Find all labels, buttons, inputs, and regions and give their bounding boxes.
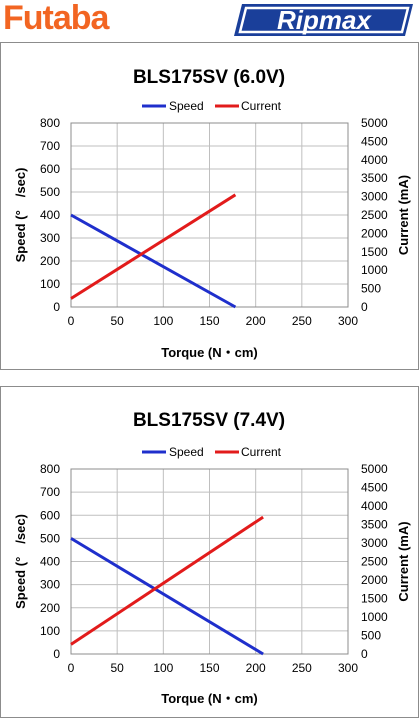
y2-tick-label: 1500 [361, 245, 388, 259]
y2-tick-label: 1500 [361, 592, 388, 606]
x-tick-label: 0 [68, 314, 75, 328]
y-axis-label: Speed (° /sec) [13, 514, 28, 609]
y2-tick-label: 3000 [361, 536, 388, 550]
y2-tick-label: 1000 [361, 610, 388, 624]
y-tick-label: 200 [40, 254, 60, 268]
series-line-speed [70, 537, 264, 656]
y-tick-label: 400 [40, 555, 60, 569]
y-tick-label: 500 [40, 185, 60, 199]
x-tick-label: 300 [338, 314, 358, 328]
y2-tick-label: 0 [361, 300, 368, 314]
y2-tick-label: 3500 [361, 518, 388, 532]
y-tick-label: 800 [40, 116, 60, 130]
chart-7v4: BLS175SV (7.4V) Speed Current 0 50 100 150 200 2… [13, 410, 411, 706]
x-axis-label: Torque (N・cm) [161, 691, 258, 706]
chart-6v: BLS175SV (6.0V) Speed Current 0 50 100 150 200 2… [13, 67, 411, 360]
plot-area [70, 468, 349, 655]
x-tick-label: 300 [338, 661, 358, 675]
legend-label-speed: Speed [169, 445, 204, 459]
y-tick-label: 300 [40, 578, 60, 592]
y2-tick-label: 0 [361, 647, 368, 661]
header: Futaba Ripmax [0, 0, 419, 40]
y2-tick-label: 4000 [361, 153, 388, 167]
series-line-speed [70, 213, 237, 309]
y-tick-label: 300 [40, 231, 60, 245]
y-tick-label: 0 [53, 300, 60, 314]
y-tick-label: 600 [40, 508, 60, 522]
y-tick-label: 800 [40, 462, 60, 476]
y2-tick-label: 4500 [361, 134, 388, 148]
x-tick-label: 150 [199, 314, 219, 328]
y2-tick-label: 2500 [361, 208, 388, 222]
y2-tick-label: 4000 [361, 499, 388, 513]
x-tick-label: 200 [246, 314, 266, 328]
y-axis-label: Speed (° /sec) [13, 168, 28, 263]
y2-tick-label: 2000 [361, 573, 388, 587]
x-tick-label: 50 [110, 661, 124, 675]
y2-tick-label: 4500 [361, 481, 388, 495]
x-tick-label: 0 [68, 661, 75, 675]
y-tick-label: 100 [40, 624, 60, 638]
y-tick-label: 200 [40, 601, 60, 615]
y2-tick-label: 1000 [361, 263, 388, 277]
legend-label-current: Current [241, 99, 282, 113]
y2-tick-label: 2000 [361, 226, 388, 240]
y2-tick-label: 500 [361, 629, 381, 643]
x-tick-label: 150 [199, 661, 219, 675]
x-axis-label: Torque (N・cm) [161, 345, 258, 360]
y2-tick-label: 500 [361, 282, 381, 296]
y2-tick-label: 5000 [361, 116, 388, 130]
chart-title: BLS175SV (6.0V) [133, 67, 285, 88]
y-tick-label: 600 [40, 162, 60, 176]
y-tick-label: 700 [40, 485, 60, 499]
legend-label-current: Current [241, 445, 282, 459]
x-tick-label: 250 [292, 314, 312, 328]
series-line-current [70, 193, 237, 300]
y2-tick-label: 3500 [361, 171, 388, 185]
y-tick-label: 400 [40, 208, 60, 222]
y-tick-label: 500 [40, 531, 60, 545]
futaba-logo: Futaba [3, 0, 109, 37]
chart-panel-6v: BLS175SV (6.0V) Speed Current 0 50 100 150 200 2… [0, 42, 419, 370]
y2-tick-label: 2500 [361, 555, 388, 569]
ripmax-logo: Ripmax [232, 2, 415, 38]
legend-label-speed: Speed [169, 99, 204, 113]
ripmax-logo-text: Ripmax [277, 5, 372, 35]
y2-tick-label: 3000 [361, 190, 388, 204]
chart-title: BLS175SV (7.4V) [133, 410, 285, 431]
y-tick-label: 0 [53, 647, 60, 661]
y2-axis-label: Current (mA) [396, 521, 411, 601]
y-tick-label: 100 [40, 277, 60, 291]
x-tick-label: 200 [246, 661, 266, 675]
y2-axis-label: Current (mA) [396, 175, 411, 255]
x-tick-label: 100 [153, 314, 173, 328]
y-tick-label: 700 [40, 139, 60, 153]
x-tick-label: 100 [153, 661, 173, 675]
y2-tick-label: 5000 [361, 462, 388, 476]
x-tick-label: 50 [110, 314, 124, 328]
chart-panel-7v4: BLS175SV (7.4V) Speed Current 0 50 100 150 200 2… [0, 386, 419, 718]
x-tick-label: 250 [292, 661, 312, 675]
series-line-current [70, 515, 264, 646]
